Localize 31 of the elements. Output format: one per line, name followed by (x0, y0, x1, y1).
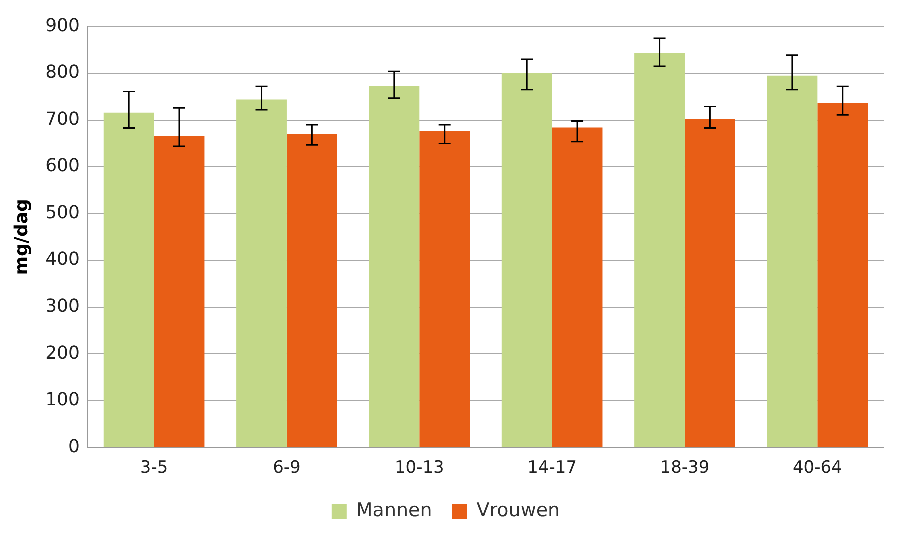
bar (154, 136, 205, 448)
bar (684, 119, 736, 448)
y-tick-label: 900 (46, 15, 80, 36)
y-tick-label: 200 (46, 342, 80, 364)
bar (634, 52, 685, 448)
legend-label: Mannen (356, 499, 432, 522)
y-tick-label: 300 (46, 296, 80, 318)
bar (286, 134, 338, 448)
bar (236, 100, 287, 448)
bar (502, 73, 552, 448)
x-tick-label: 6-9 (273, 458, 301, 478)
y-tick-label: 0 (68, 436, 80, 458)
x-tick-label: 18-39 (660, 458, 710, 478)
x-tick-label: 14-17 (528, 458, 578, 478)
y-tick-label: 800 (46, 62, 80, 84)
x-tick-label: 3-5 (140, 458, 168, 478)
bar (552, 128, 603, 448)
bar (767, 76, 818, 448)
x-tick-label: 40-64 (792, 458, 842, 478)
x-tick-label: 10-13 (394, 458, 444, 478)
bar (369, 86, 420, 448)
y-tick-label: 700 (46, 108, 80, 130)
legend-label: Vrouwen (476, 499, 560, 522)
bar (818, 103, 868, 448)
bar (104, 112, 154, 448)
y-tick-label: 600 (46, 156, 80, 177)
y-tick-label: 100 (46, 390, 80, 411)
y-tick-label: 500 (46, 202, 80, 224)
y-tick-label: 400 (46, 249, 80, 270)
bar (420, 131, 470, 448)
y-axis-title: mg/dag (11, 199, 32, 276)
